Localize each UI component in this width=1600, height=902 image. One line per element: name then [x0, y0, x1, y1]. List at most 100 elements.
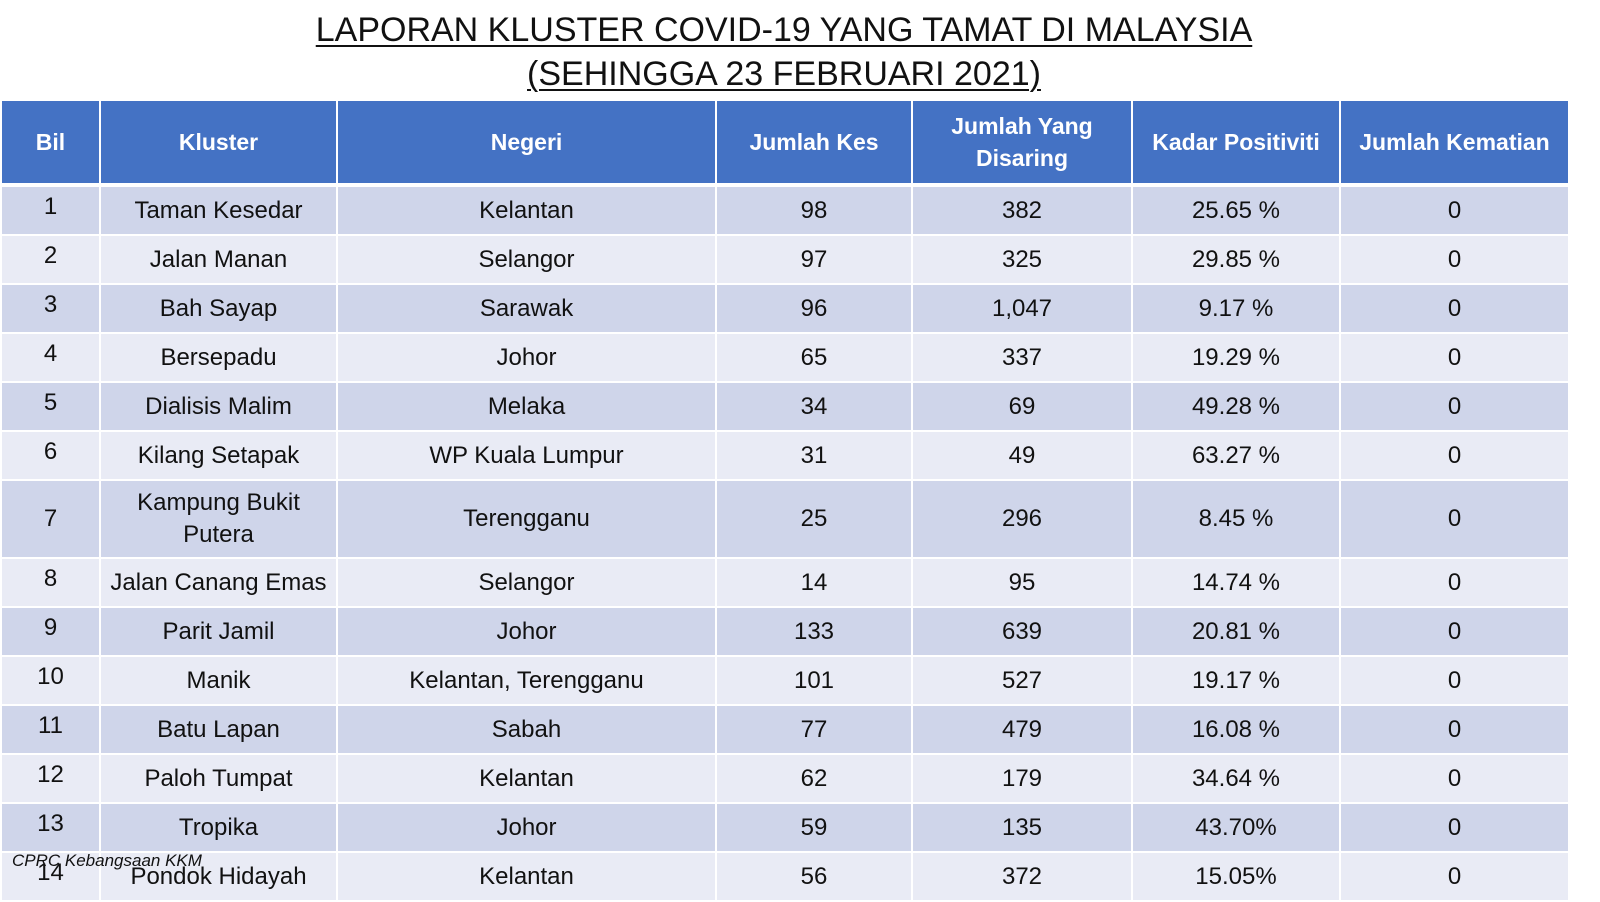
cell-negeri: Sabah	[336, 704, 717, 755]
cell-kadar-positiviti: 19.17 %	[1131, 655, 1341, 706]
cell-jumlah-kes: 98	[715, 184, 913, 236]
cell-negeri: Selangor	[336, 234, 717, 285]
table-row: 9 Parit Jamil Johor 133 639 20.81 % 0	[0, 606, 1570, 657]
cell-bil: 5	[0, 381, 101, 432]
column-header-kadar-positiviti: Kadar Positiviti	[1131, 101, 1341, 187]
cell-jumlah-disaring: 135	[911, 802, 1133, 853]
cell-negeri: Kelantan	[336, 184, 717, 236]
cell-kluster: Batu Lapan	[99, 704, 338, 755]
cell-kluster: Jalan Manan	[99, 234, 338, 285]
cell-jumlah-kematian: 0	[1339, 851, 1570, 902]
cell-kluster: Manik	[99, 655, 338, 706]
cell-jumlah-kematian: 0	[1339, 381, 1570, 432]
cell-jumlah-disaring: 95	[911, 557, 1133, 608]
cell-jumlah-disaring: 639	[911, 606, 1133, 657]
cell-bil: 7	[0, 479, 101, 559]
cell-jumlah-kematian: 0	[1339, 184, 1570, 236]
table-row: 3 Bah Sayap Sarawak 96 1,047 9.17 % 0	[0, 283, 1570, 334]
table-row: 1 Taman Kesedar Kelantan 98 382 25.65 % 0	[0, 184, 1570, 236]
cell-jumlah-kematian: 0	[1339, 704, 1570, 755]
cell-jumlah-kes: 133	[715, 606, 913, 657]
cell-jumlah-kematian: 0	[1339, 753, 1570, 804]
column-header-negeri: Negeri	[336, 101, 717, 187]
cell-jumlah-kematian: 0	[1339, 430, 1570, 481]
cell-jumlah-kematian: 0	[1339, 234, 1570, 285]
table-row: 11 Batu Lapan Sabah 77 479 16.08 % 0	[0, 704, 1570, 755]
cell-kadar-positiviti: 14.74 %	[1131, 557, 1341, 608]
cell-bil: 14	[0, 851, 101, 902]
cell-jumlah-disaring: 337	[911, 332, 1133, 383]
cell-bil: 6	[0, 430, 101, 481]
cell-bil: 12	[0, 753, 101, 804]
cell-negeri: Kelantan, Terengganu	[336, 655, 717, 706]
cell-jumlah-kematian: 0	[1339, 802, 1570, 853]
cell-bil: 1	[0, 184, 101, 236]
cell-kluster: Kilang Setapak	[99, 430, 338, 481]
column-header-bil: Bil	[0, 101, 101, 187]
cell-jumlah-kematian: 0	[1339, 655, 1570, 706]
column-header-jumlah-disaring: Jumlah Yang Disaring	[911, 101, 1133, 187]
cell-jumlah-disaring: 49	[911, 430, 1133, 481]
cell-jumlah-kes: 59	[715, 802, 913, 853]
cell-kluster: Paloh Tumpat	[99, 753, 338, 804]
cluster-table: Bil Kluster Negeri Jumlah Kes Jumlah Yan…	[0, 101, 1570, 902]
report-title: LAPORAN KLUSTER COVID-19 YANG TAMAT DI M…	[0, 8, 1568, 96]
cell-kadar-positiviti: 25.65 %	[1131, 184, 1341, 236]
cell-bil: 11	[0, 704, 101, 755]
cell-negeri: Selangor	[336, 557, 717, 608]
cell-jumlah-kematian: 0	[1339, 479, 1570, 559]
cell-kadar-positiviti: 8.45 %	[1131, 479, 1341, 559]
table-row: 4 Bersepadu Johor 65 337 19.29 % 0	[0, 332, 1570, 383]
cell-negeri: Kelantan	[336, 753, 717, 804]
cell-kluster: Parit Jamil	[99, 606, 338, 657]
cell-jumlah-disaring: 527	[911, 655, 1133, 706]
cell-bil: 13	[0, 802, 101, 853]
title-line-1: LAPORAN KLUSTER COVID-19 YANG TAMAT DI M…	[315, 11, 1253, 49]
cell-negeri: WP Kuala Lumpur	[336, 430, 717, 481]
column-header-kluster: Kluster	[99, 101, 338, 187]
cell-jumlah-kes: 97	[715, 234, 913, 285]
cell-kadar-positiviti: 49.28 %	[1131, 381, 1341, 432]
table-header-row: Bil Kluster Negeri Jumlah Kes Jumlah Yan…	[0, 101, 1570, 187]
cell-jumlah-kematian: 0	[1339, 606, 1570, 657]
cell-jumlah-kes: 56	[715, 851, 913, 902]
table-row: 2 Jalan Manan Selangor 97 325 29.85 % 0	[0, 234, 1570, 285]
cell-kluster: Tropika	[99, 802, 338, 853]
cell-bil: 4	[0, 332, 101, 383]
column-header-jumlah-kematian: Jumlah Kematian	[1339, 101, 1570, 187]
title-line-2: (SEHINGGA 23 FEBRUARI 2021)	[527, 55, 1041, 93]
column-header-jumlah-kes: Jumlah Kes	[715, 101, 913, 187]
cell-negeri: Terengganu	[336, 479, 717, 559]
table-body: 1 Taman Kesedar Kelantan 98 382 25.65 % 0 2 Jala…	[0, 184, 1570, 902]
cell-jumlah-kematian: 0	[1339, 283, 1570, 334]
cell-jumlah-disaring: 296	[911, 479, 1133, 559]
cell-negeri: Kelantan	[336, 851, 717, 902]
table-row: 6 Kilang Setapak WP Kuala Lumpur 31 49 63.27 …	[0, 430, 1570, 481]
cell-bil: 8	[0, 557, 101, 608]
cell-negeri: Johor	[336, 332, 717, 383]
cell-jumlah-disaring: 372	[911, 851, 1133, 902]
cell-jumlah-kes: 31	[715, 430, 913, 481]
cell-jumlah-kes: 62	[715, 753, 913, 804]
cell-negeri: Sarawak	[336, 283, 717, 334]
cell-kadar-positiviti: 34.64 %	[1131, 753, 1341, 804]
table-row: 8 Jalan Canang Emas Selangor 14 95 14.74 % 0	[0, 557, 1570, 608]
cell-kadar-positiviti: 15.05%	[1131, 851, 1341, 902]
cell-kadar-positiviti: 43.70%	[1131, 802, 1341, 853]
cell-kluster: Pondok Hidayah	[99, 851, 338, 902]
cell-jumlah-disaring: 179	[911, 753, 1133, 804]
cell-kluster: Dialisis Malim	[99, 381, 338, 432]
cell-kadar-positiviti: 63.27 %	[1131, 430, 1341, 481]
cell-jumlah-kes: 25	[715, 479, 913, 559]
cell-jumlah-kes: 101	[715, 655, 913, 706]
cell-kadar-positiviti: 9.17 %	[1131, 283, 1341, 334]
cell-jumlah-disaring: 1,047	[911, 283, 1133, 334]
cell-kluster: Kampung Bukit Putera	[99, 479, 338, 559]
table-row: 10 Manik Kelantan, Terengganu 101 527 19.17 %…	[0, 655, 1570, 706]
cell-kadar-positiviti: 20.81 %	[1131, 606, 1341, 657]
cell-negeri: Johor	[336, 802, 717, 853]
cell-kadar-positiviti: 16.08 %	[1131, 704, 1341, 755]
cell-jumlah-disaring: 325	[911, 234, 1133, 285]
cell-jumlah-kes: 77	[715, 704, 913, 755]
cell-bil: 3	[0, 283, 101, 334]
